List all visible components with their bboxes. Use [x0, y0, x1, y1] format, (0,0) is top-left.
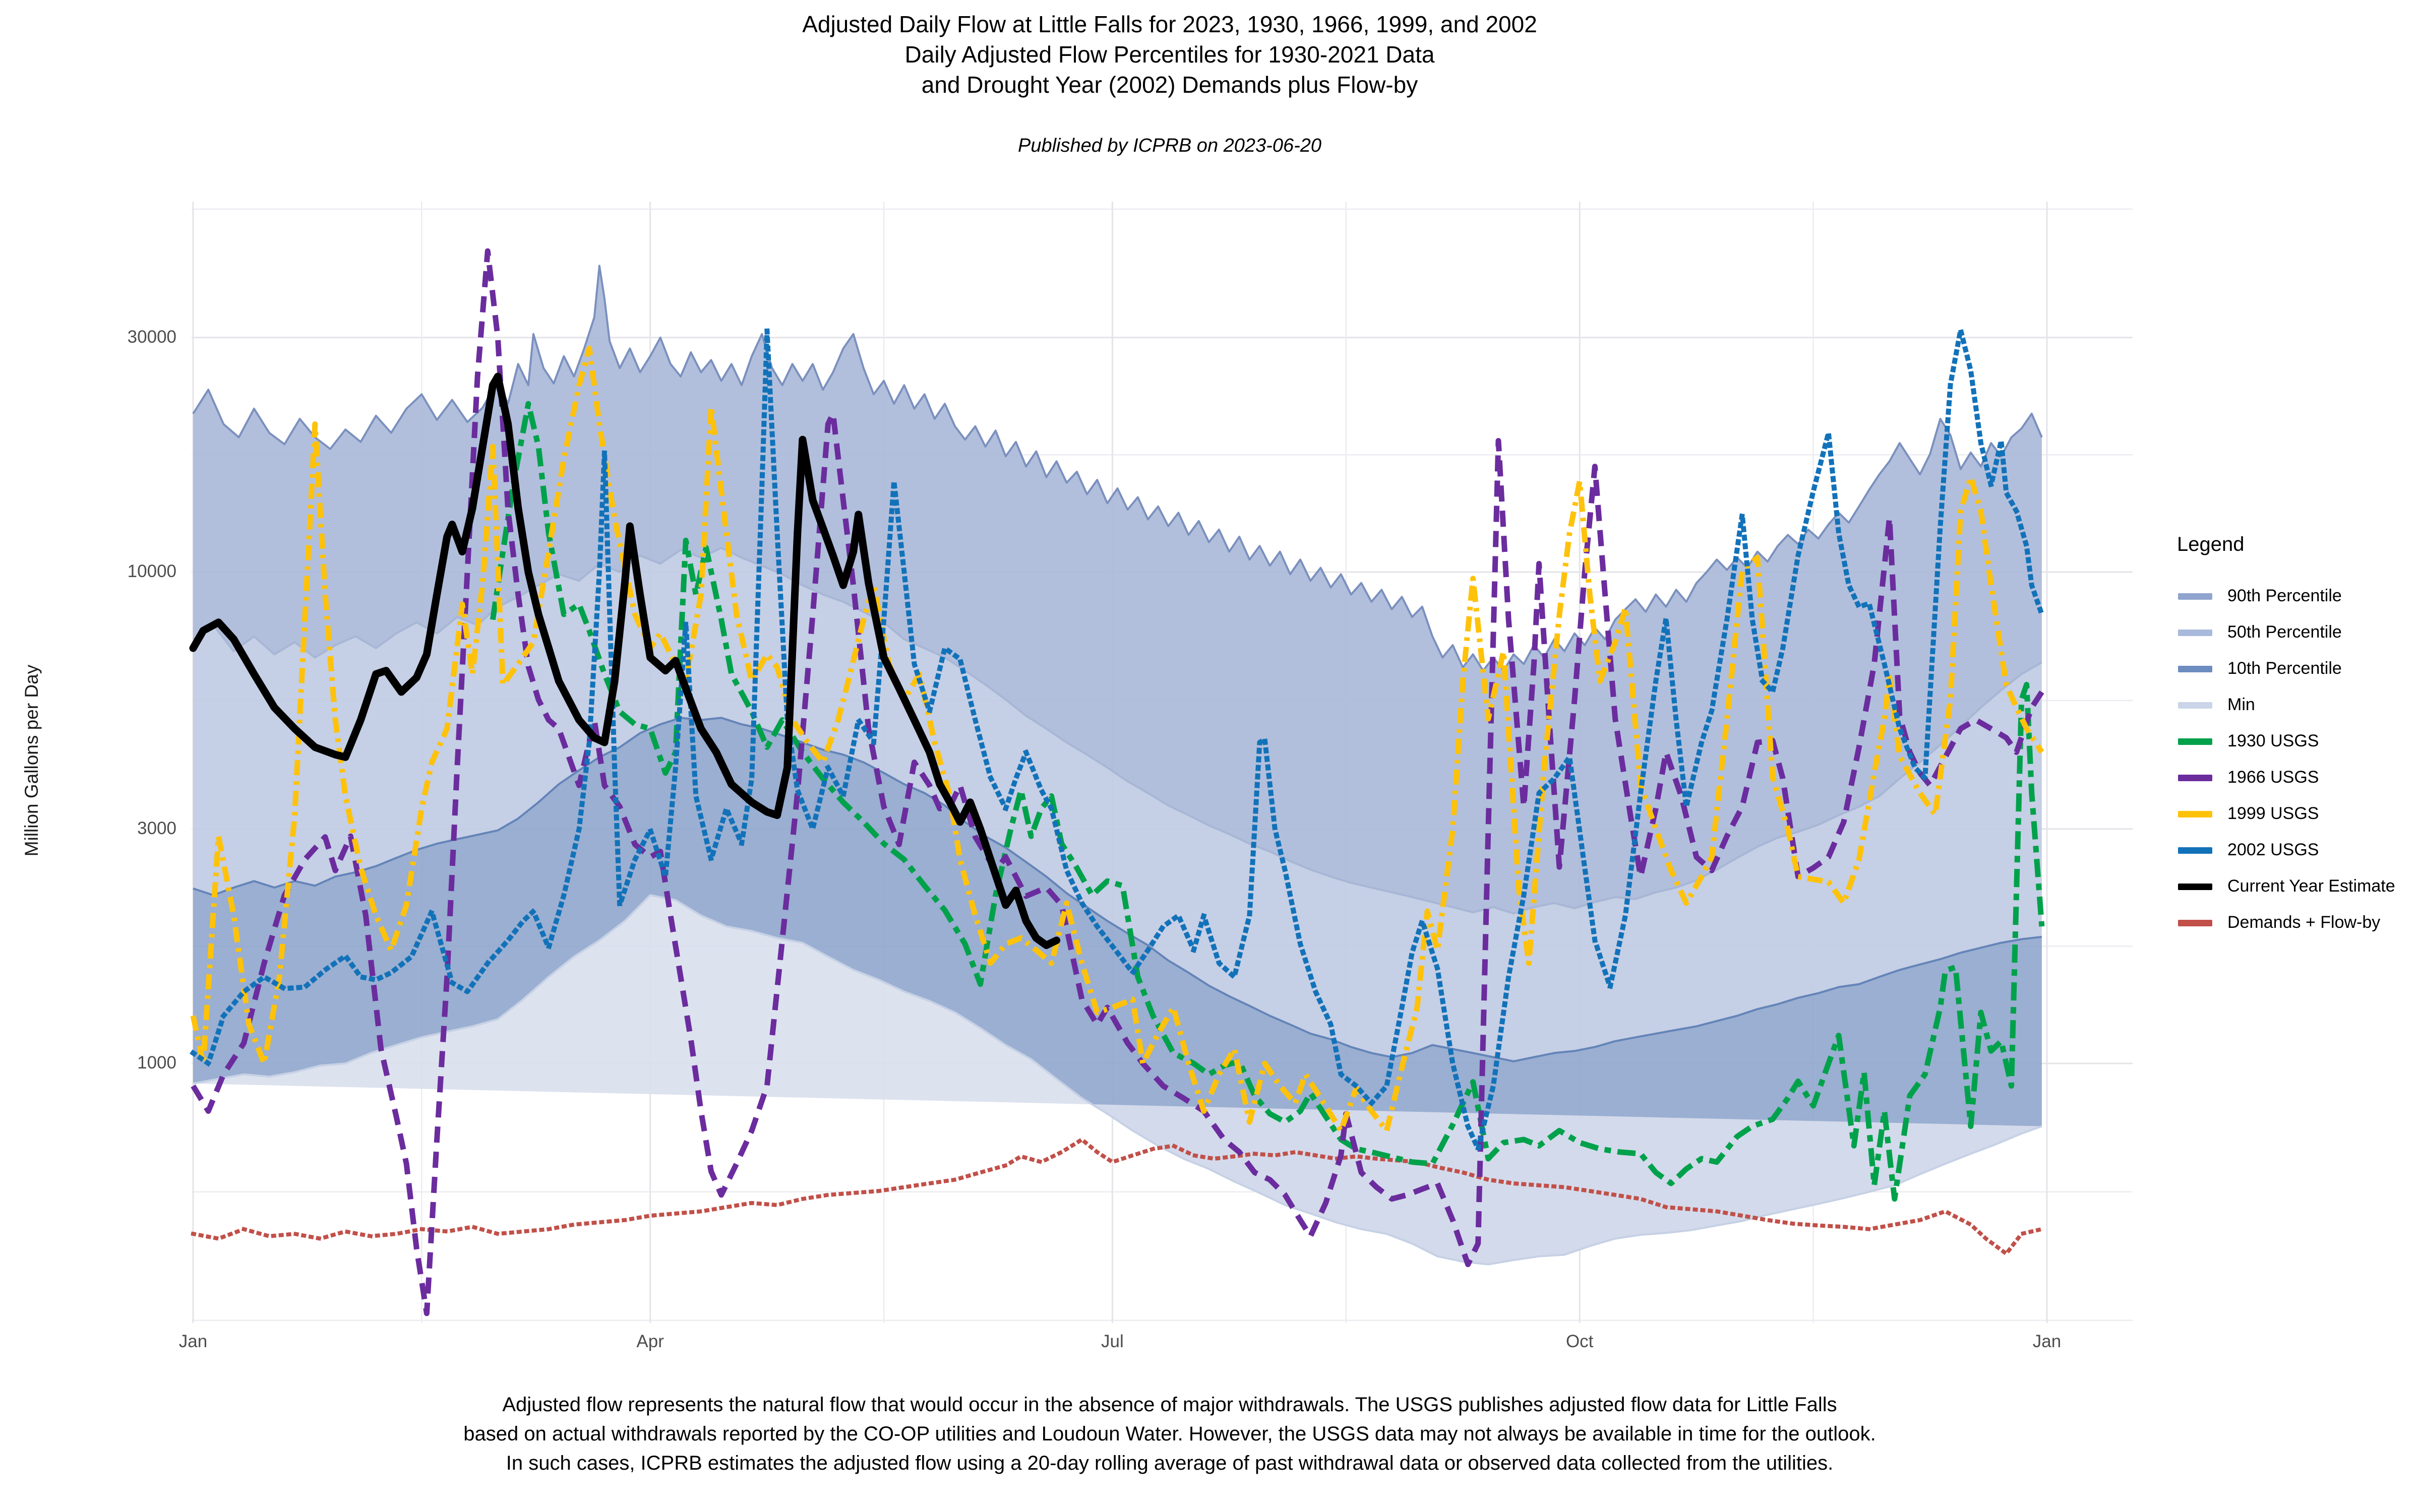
legend-swatch: [2178, 738, 2212, 745]
x-tick-label-apr-1: Apr: [636, 1332, 664, 1351]
x-tick-label-jan-4: Jan: [2032, 1332, 2062, 1351]
legend-item-10th-percentile: 10th Percentile: [2177, 653, 2414, 689]
y-tick-label-30000: 30000: [127, 327, 176, 347]
series-demands-flow-by: [191, 1138, 2044, 1256]
legend-label: 1999 USGS: [2227, 804, 2319, 823]
legend-label: 1930 USGS: [2227, 731, 2319, 750]
legend-label: Current Year Estimate: [2227, 876, 2395, 896]
legend-swatch: [2178, 920, 2212, 926]
y-tick-label-10000: 10000: [127, 561, 176, 581]
chart-subtitle: Published by ICPRB on 2023-06-20: [1017, 135, 1322, 156]
series-2002-usgs: [190, 327, 2045, 1152]
legend-label: 50th Percentile: [2227, 622, 2342, 642]
legend-swatch: [2178, 847, 2212, 854]
legend-item-min: Min: [2177, 689, 2414, 725]
legend-swatch: [2178, 775, 2212, 781]
legend-label: 10th Percentile: [2227, 659, 2342, 678]
chart-title-line-1: Adjusted Daily Flow at Little Falls for …: [802, 11, 1537, 37]
legend-label: 2002 USGS: [2227, 840, 2319, 859]
legend-swatch: [2178, 629, 2212, 636]
series-1999-usgs: [190, 346, 2044, 1133]
band-10th-percentile-edge: [193, 717, 2042, 1062]
legend-item-1930-usgs: 1930 USGS: [2177, 725, 2414, 762]
series-1966-usgs: [191, 248, 2044, 1316]
legend-item-2002-usgs: 2002 USGS: [2177, 834, 2414, 870]
band-min-fill: [193, 895, 2042, 1265]
series-1930-usgs: [490, 401, 2045, 1202]
legend-label: Min: [2227, 695, 2255, 714]
footer-line-1: Adjusted flow represents the natural flo…: [502, 1394, 1837, 1416]
y-axis-title: Million Gallons per Day: [21, 664, 42, 857]
series-current-year-estimate: [189, 372, 1061, 949]
band-min-edge: [193, 894, 2042, 1266]
legend-item-50th-percentile: 50th Percentile: [2177, 616, 2414, 653]
legend-items: 90th Percentile 50th Percentile 10th Perce…: [2177, 580, 2414, 943]
x-tick-label-oct-3: Oct: [1565, 1332, 1594, 1351]
x-tick-label-jan-0: Jan: [178, 1332, 208, 1351]
footer-line-3: In such cases, ICPRB estimates the adjus…: [506, 1452, 1834, 1474]
legend-item-1966-usgs: 1966 USGS: [2177, 762, 2414, 798]
band-50th-percentile-fill: [193, 548, 2042, 1061]
y-tick-label-1000: 1000: [137, 1053, 176, 1073]
legend-item-demands-flow-by: Demands + Flow-by: [2177, 907, 2414, 943]
y-tick-label-3000: 3000: [137, 818, 176, 838]
legend-item-90th-percentile: 90th Percentile: [2177, 580, 2414, 616]
footer-note: Adjusted flow represents the natural flo…: [40, 1390, 2299, 1478]
legend-swatch: [2178, 666, 2212, 672]
legend-label: 1966 USGS: [2227, 768, 2319, 787]
band-90th-percentile-fill: [193, 266, 2042, 914]
chart-title-line-2: Daily Adjusted Flow Percentiles for 1930…: [904, 41, 1435, 68]
legend-item-1999-usgs: 1999 USGS: [2177, 798, 2414, 834]
legend-swatch: [2178, 702, 2212, 709]
legend-swatch: [2178, 811, 2212, 817]
legend-title: Legend: [2177, 533, 2245, 555]
legend-swatch: [2178, 593, 2212, 600]
chart-title-line-3: and Drought Year (2002) Demands plus Flo…: [921, 72, 1418, 98]
x-tick-label-jul-2: Jul: [1101, 1332, 1124, 1351]
legend: Legend 90th Percentile 50th Percentile 10t…: [2177, 533, 2414, 943]
legend-item-current-year-estimate: Current Year Estimate: [2177, 870, 2414, 907]
legend-label: 90th Percentile: [2227, 586, 2342, 605]
chart-title: Adjusted Daily Flow at Little Falls for …: [40, 9, 2299, 100]
legend-swatch: [2178, 884, 2212, 890]
legend-label: Demands + Flow-by: [2227, 913, 2381, 932]
footer-line-2: based on actual withdrawals reported by …: [463, 1423, 1876, 1445]
